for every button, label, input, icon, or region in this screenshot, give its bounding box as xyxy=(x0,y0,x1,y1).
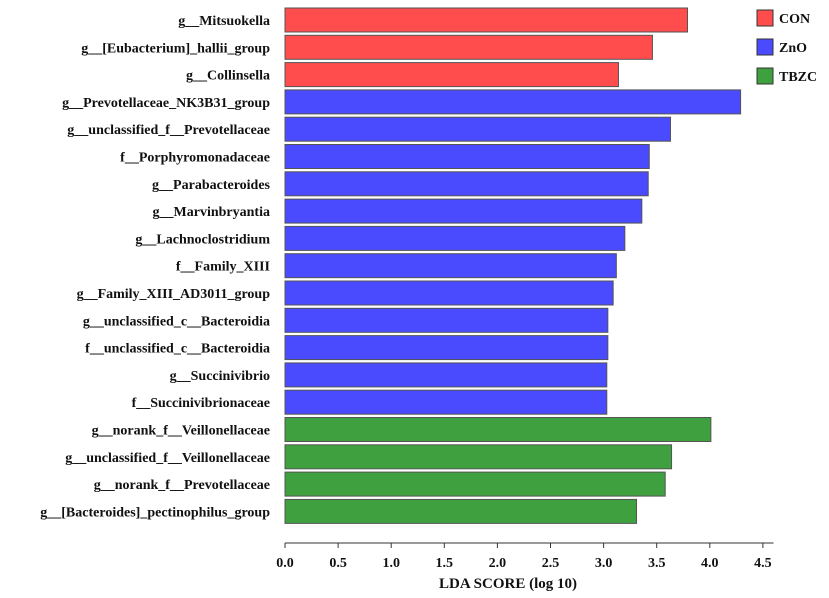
legend-label-con: CON xyxy=(779,12,810,27)
category-label-15: f__Succinivibrionaceae xyxy=(132,396,270,411)
bar-19 xyxy=(284,498,638,524)
category-label-18: g__norank_f__Prevotellaceae xyxy=(94,478,270,493)
x-axis-title: LDA SCORE (log 10) xyxy=(439,576,577,592)
x-axis: 0.0 0.5 1.0 1.5 2.0 2.5 3.0 3.5 4.0 4.5 LDA SCORE … xyxy=(276,542,774,592)
bar-6 xyxy=(284,144,650,169)
legend: CON ZnO TBZC xyxy=(756,9,817,85)
bar-9 xyxy=(284,225,626,251)
x-tick-label-7: 3.0 xyxy=(595,556,613,571)
category-labels: g__Mitsuokella g__[Eubacterium]_hallii_gr… xyxy=(40,14,270,520)
legend-label-zno: ZnO xyxy=(779,41,807,56)
legend-swatch-zno xyxy=(756,38,774,56)
category-label-12: g__unclassified_c__Bacteroidia xyxy=(83,314,270,329)
legend-label-tbzc: TBZC xyxy=(779,70,817,85)
category-label-2: g__[Eubacterium]_hallii_group xyxy=(81,41,270,56)
bar-11 xyxy=(284,280,614,306)
bar-15 xyxy=(284,389,608,415)
category-label-16: g__norank_f__Veillonellaceae xyxy=(92,424,270,439)
bar-16 xyxy=(284,417,712,442)
bar-14 xyxy=(284,362,608,388)
category-label-3: g__Collinsella xyxy=(186,69,270,84)
bar-4 xyxy=(284,89,742,115)
bar-3 xyxy=(284,62,619,88)
category-label-17: g__unclassified_f__Veillonellaceae xyxy=(65,451,270,466)
x-tick-label-5: 2.0 xyxy=(489,556,507,571)
bar-2 xyxy=(284,34,653,60)
category-label-1: g__Mitsuokella xyxy=(178,14,270,29)
bars-layer xyxy=(284,7,742,524)
bar-17 xyxy=(284,444,673,470)
category-label-7: g__Parabacteroides xyxy=(152,178,270,193)
bar-13 xyxy=(284,335,609,361)
x-tick-label-1: 0.0 xyxy=(276,556,294,571)
category-label-19: g__[Bacteroides]_pectinophilus_group xyxy=(40,505,270,520)
category-label-11: g__Family_XIII_AD3011_group xyxy=(77,287,271,302)
category-label-10: f__Family_XIII xyxy=(176,260,270,275)
category-label-5: g__unclassified_f__Prevotellaceae xyxy=(67,123,270,138)
x-tick-label-4: 1.5 xyxy=(436,556,454,571)
category-label-6: f__Porphyromonadaceae xyxy=(120,151,270,166)
category-label-4: g__Prevotellaceae_NK3B31_group xyxy=(62,96,270,111)
bar-1 xyxy=(284,7,688,33)
x-tick-label-10: 4.5 xyxy=(754,556,772,571)
x-tick-label-8: 3.5 xyxy=(648,556,666,571)
legend-swatch-con xyxy=(756,9,774,27)
x-tick-label-3: 1.0 xyxy=(382,556,400,571)
bar-5 xyxy=(284,116,672,142)
category-label-9: g__Lachnoclostridium xyxy=(135,232,270,247)
x-tick-label-9: 4.0 xyxy=(701,556,719,571)
bar-8 xyxy=(284,198,643,224)
x-tick-label-2: 0.5 xyxy=(329,556,347,571)
x-tick-label-6: 2.5 xyxy=(542,556,560,571)
bar-10 xyxy=(284,253,617,279)
bar-7 xyxy=(284,171,649,197)
category-label-13: f__unclassified_c__Bacteroidia xyxy=(85,342,270,357)
bar-18 xyxy=(284,471,666,497)
legend-swatch-tbzc xyxy=(756,67,774,85)
bar-12 xyxy=(284,307,609,333)
category-label-14: g__Succinivibrio xyxy=(170,369,270,384)
category-label-8: g__Marvinbryantia xyxy=(153,205,270,220)
